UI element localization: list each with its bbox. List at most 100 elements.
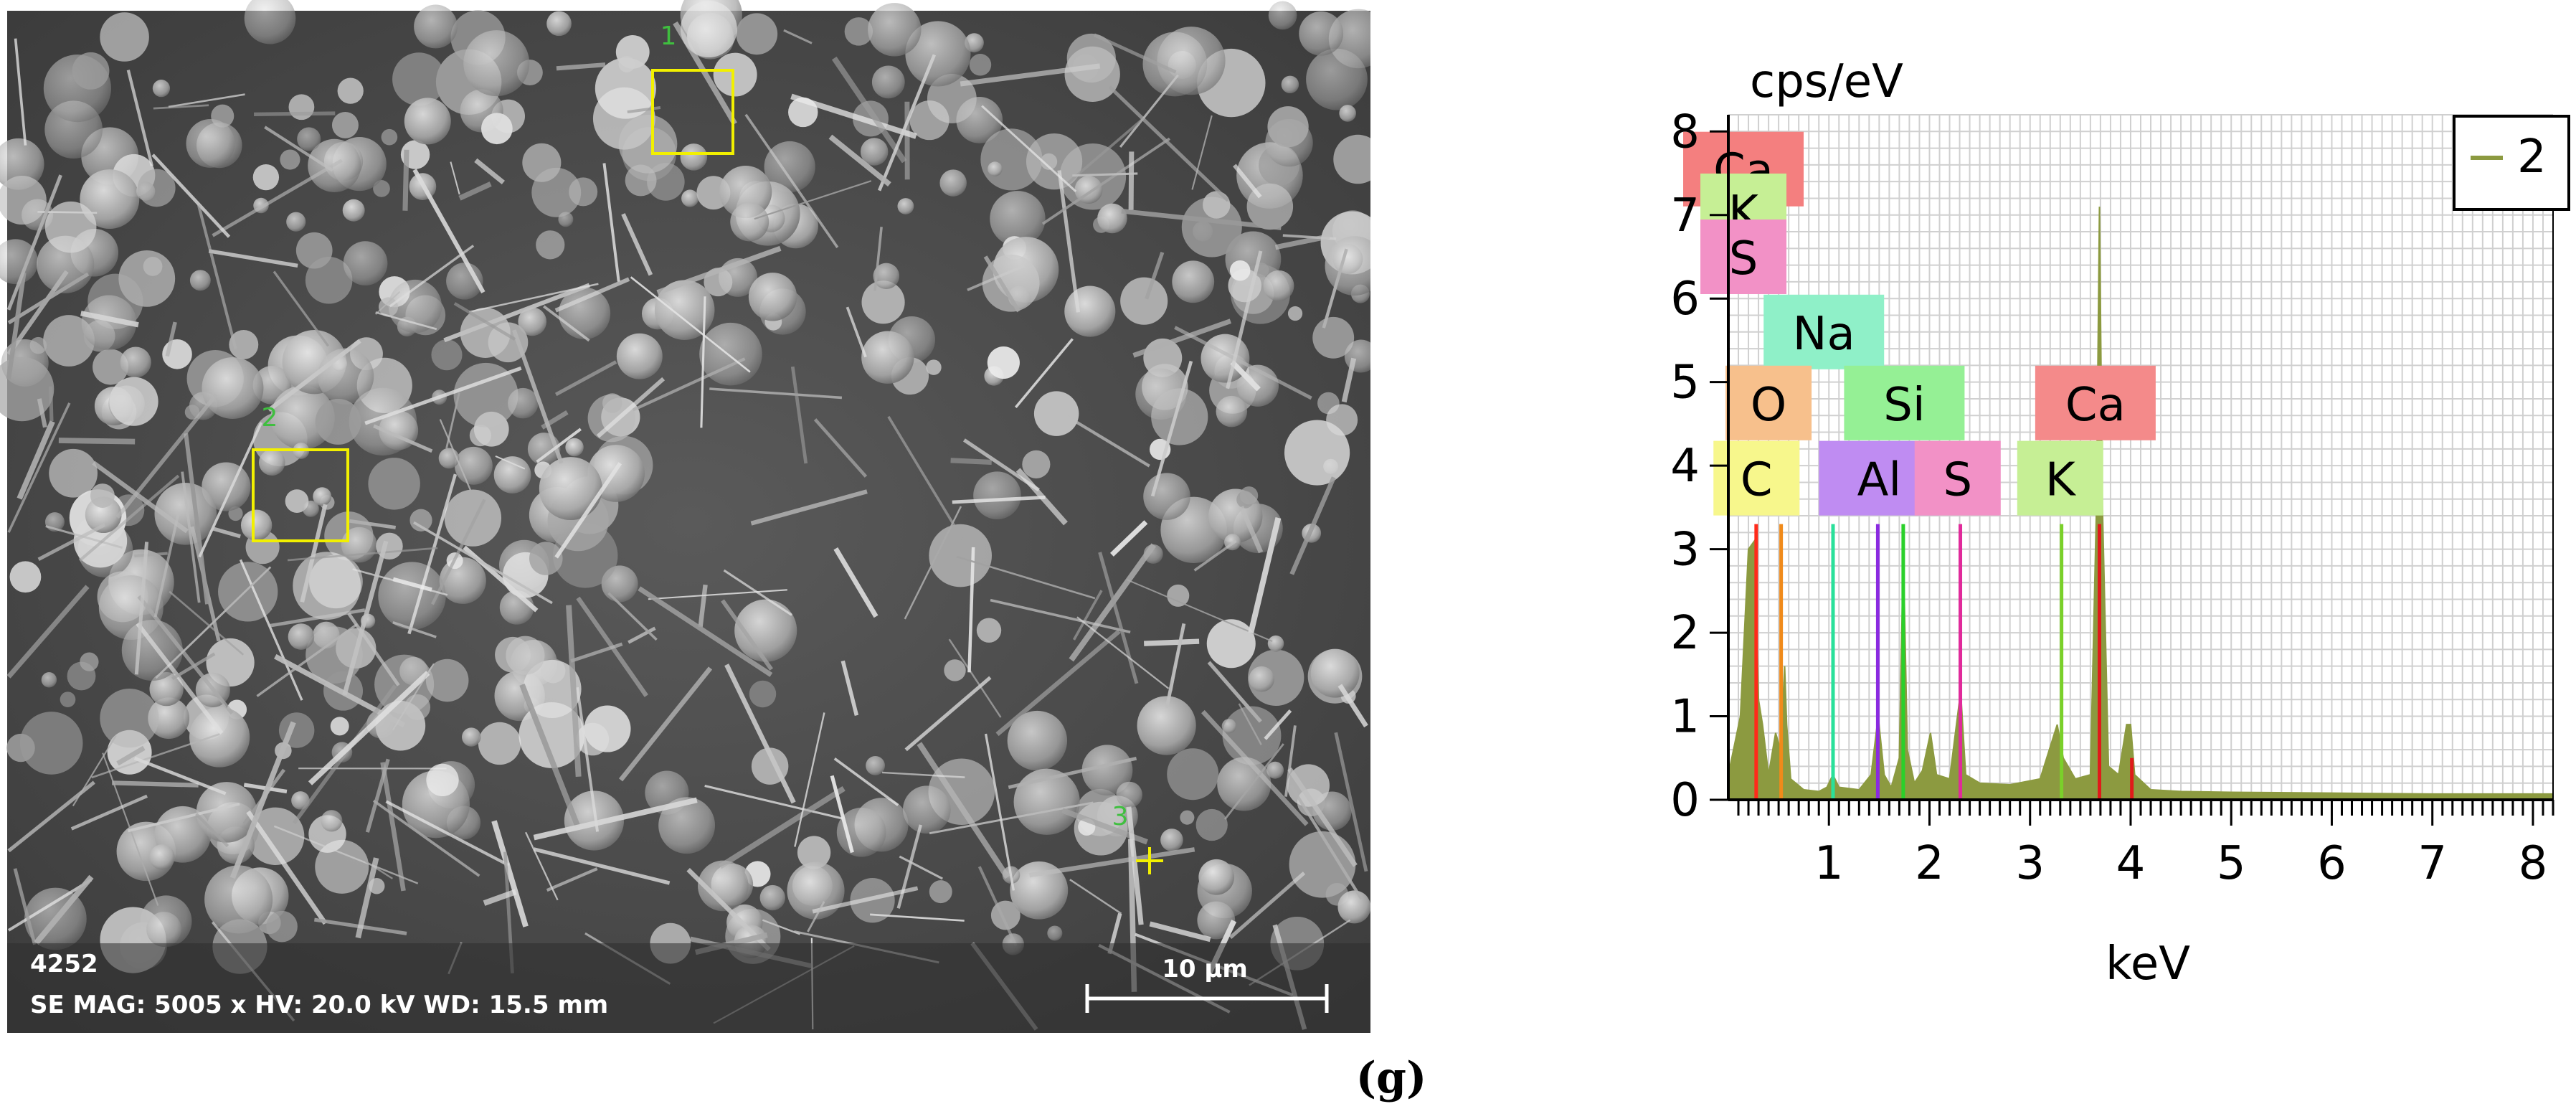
sem-needle-crystal	[1230, 360, 1261, 392]
sem-needle-crystal	[385, 800, 509, 867]
sem-grain	[0, 138, 44, 190]
sem-grain	[1013, 768, 1080, 835]
sem-grain	[1299, 11, 1344, 56]
sem-grain	[902, 785, 951, 834]
sem-needle-crystal	[790, 366, 808, 464]
x-axis-label: keV	[2106, 938, 2190, 991]
sem-needle-crystal	[873, 227, 883, 291]
sem-grain	[1263, 270, 1294, 301]
sem-needle-crystal	[133, 756, 227, 795]
sem-grain	[1239, 486, 1259, 505]
sem-grain	[288, 94, 315, 121]
sem-grain	[81, 295, 137, 351]
sem-grain	[749, 680, 777, 708]
sem-needle-crystal	[439, 419, 472, 491]
sem-grain	[9, 561, 42, 593]
sem-needle-crystal	[256, 623, 358, 697]
sem-needle-crystal	[1228, 872, 1306, 939]
sem-needle-crystal	[1223, 743, 1284, 820]
sem-grain	[929, 880, 952, 904]
sem-grain	[1116, 781, 1142, 808]
sem-grain	[1167, 584, 1190, 607]
sem-needle-crystal	[6, 585, 90, 679]
sem-needle-crystal	[967, 264, 1025, 291]
sem-grain	[143, 256, 163, 276]
sem-grain	[748, 273, 797, 321]
element-label-box	[1844, 365, 1965, 440]
sem-grain	[565, 438, 584, 457]
sem-needle-crystal	[723, 569, 792, 616]
sem-grain	[100, 689, 159, 748]
sem-needle-crystal	[1144, 638, 1200, 646]
sem-sample-id: 4252	[30, 950, 98, 978]
marker-1-box	[651, 69, 734, 155]
sem-grain	[1197, 901, 1236, 940]
sem-needle-crystal	[709, 387, 843, 400]
chart-legend: 2	[2453, 115, 2570, 211]
sem-grain	[868, 3, 922, 57]
sem-needle-crystal	[1057, 170, 1081, 313]
sem-micrograph: 4252 SE MAG: 5005 x HV: 20.0 kV WD: 15.5…	[0, 0, 1388, 1033]
sem-needle-crystal	[1028, 847, 1195, 878]
sem-needle-crystal	[621, 213, 653, 276]
sem-grain	[331, 111, 359, 138]
sem-needle-crystal	[904, 676, 992, 752]
legend-entry: 2	[2517, 131, 2547, 184]
sem-grain	[1195, 808, 1228, 841]
sem-grain	[404, 98, 451, 145]
sem-needle-crystal	[673, 21, 737, 126]
sem-needle-crystal	[833, 547, 879, 618]
sem-needle-crystal	[698, 584, 708, 628]
sem-needle-crystal	[165, 321, 177, 357]
sem-needle-crystal	[1264, 709, 1292, 740]
sem-grain	[584, 705, 631, 752]
sem-needle-crystal	[6, 272, 27, 379]
sem-grain	[1206, 619, 1256, 669]
x-tick-label: 6	[2317, 837, 2347, 890]
sem-grain	[189, 270, 211, 291]
sem-grain	[186, 118, 235, 168]
sem-needle-crystal	[1165, 623, 1186, 709]
sem-needle-crystal	[1072, 172, 1138, 177]
sem-needle-crystal	[268, 608, 366, 628]
sem-needle-crystal	[554, 277, 630, 313]
sem-grain	[148, 697, 190, 740]
sem-needle-crystal	[917, 742, 1010, 879]
sem-needle-crystal	[744, 113, 839, 248]
sem-needle-crystal	[1239, 506, 1264, 554]
sem-needle-crystal	[78, 474, 180, 562]
sem-needle-crystal	[458, 181, 492, 201]
sem-needle-crystal	[830, 775, 854, 854]
sem-grain	[1097, 203, 1127, 234]
sem-needle-crystal	[754, 180, 872, 220]
sem-grain	[49, 448, 98, 498]
sem-needle-crystal	[1150, 360, 1193, 497]
sem-grain	[229, 329, 259, 359]
y-tick-label: 0	[1670, 774, 1700, 827]
sem-needle-crystal	[950, 458, 992, 465]
sem-needle-crystal	[576, 686, 600, 832]
sem-needle-crystal	[171, 652, 216, 681]
sem-needle-crystal	[1289, 476, 1336, 575]
sem-needle-crystal	[355, 857, 379, 939]
sem-grain	[546, 11, 572, 37]
sem-needle-crystal	[239, 559, 303, 701]
sem-needle-crystal	[365, 758, 390, 833]
sem-needle-crystal	[1128, 151, 1135, 210]
sem-needle-crystal	[184, 433, 209, 605]
sem-needle-crystal	[7, 878, 93, 932]
sem-grain	[797, 836, 831, 869]
sem-grain	[1249, 666, 1274, 692]
sem-grain	[1033, 391, 1079, 436]
sem-grain	[1326, 404, 1358, 436]
sem-grain	[462, 727, 481, 747]
sem-needle-crystal	[1322, 248, 1348, 329]
sem-needle-crystal	[1145, 251, 1165, 300]
sem-needle-crystal	[607, 592, 658, 641]
marker-1-label: 1	[660, 22, 677, 51]
sem-info-line: SE MAG: 5005 x HV: 20.0 kV WD: 15.5 mm	[30, 991, 608, 1019]
sem-needle-crystal	[846, 306, 867, 358]
marker-2: 2	[252, 403, 349, 542]
sem-needle-crystal	[721, 599, 774, 671]
sem-needle-crystal	[1287, 767, 1358, 867]
